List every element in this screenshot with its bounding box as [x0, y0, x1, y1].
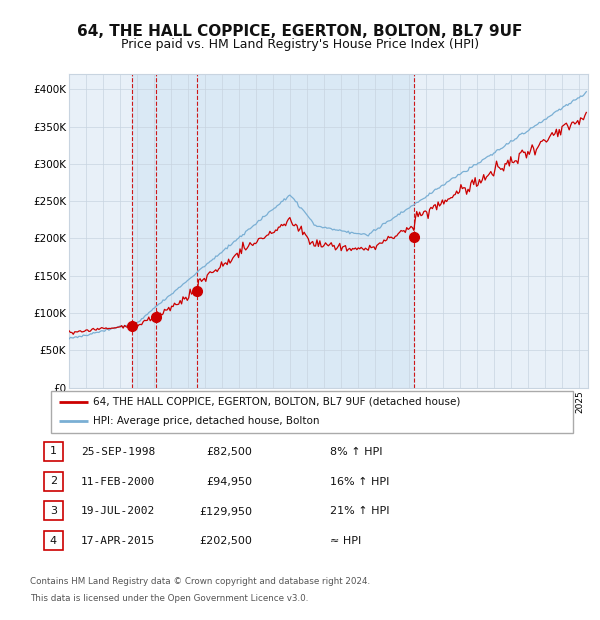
Text: 4: 4: [50, 536, 57, 546]
FancyBboxPatch shape: [51, 391, 573, 433]
Text: 8% ↑ HPI: 8% ↑ HPI: [330, 447, 383, 457]
Text: £94,950: £94,950: [206, 477, 252, 487]
Text: Price paid vs. HM Land Registry's House Price Index (HPI): Price paid vs. HM Land Registry's House …: [121, 38, 479, 51]
Bar: [156, 74, 197, 388]
FancyBboxPatch shape: [44, 442, 62, 461]
Text: 11-FEB-2000: 11-FEB-2000: [81, 477, 155, 487]
Text: 17-APR-2015: 17-APR-2015: [81, 536, 155, 546]
Text: 16% ↑ HPI: 16% ↑ HPI: [330, 477, 389, 487]
FancyBboxPatch shape: [44, 502, 62, 520]
Bar: [197, 74, 414, 388]
FancyBboxPatch shape: [44, 531, 62, 550]
Text: ≈ HPI: ≈ HPI: [330, 536, 361, 546]
FancyBboxPatch shape: [44, 472, 62, 490]
Text: 1: 1: [0, 619, 1, 620]
Text: £202,500: £202,500: [199, 536, 252, 546]
Text: 19-JUL-2002: 19-JUL-2002: [81, 507, 155, 516]
Text: £129,950: £129,950: [199, 507, 252, 516]
Text: £82,500: £82,500: [206, 447, 252, 457]
Text: 2: 2: [0, 619, 1, 620]
Bar: [133, 74, 156, 388]
Text: HPI: Average price, detached house, Bolton: HPI: Average price, detached house, Bolt…: [93, 417, 319, 427]
Text: 64, THE HALL COPPICE, EGERTON, BOLTON, BL7 9UF (detached house): 64, THE HALL COPPICE, EGERTON, BOLTON, B…: [93, 397, 460, 407]
Text: 1: 1: [50, 446, 57, 456]
Text: This data is licensed under the Open Government Licence v3.0.: This data is licensed under the Open Gov…: [30, 593, 308, 603]
Text: Contains HM Land Registry data © Crown copyright and database right 2024.: Contains HM Land Registry data © Crown c…: [30, 577, 370, 586]
Text: 64, THE HALL COPPICE, EGERTON, BOLTON, BL7 9UF: 64, THE HALL COPPICE, EGERTON, BOLTON, B…: [77, 24, 523, 38]
Text: 21% ↑ HPI: 21% ↑ HPI: [330, 507, 389, 516]
Text: 4: 4: [0, 619, 1, 620]
Text: 3: 3: [0, 619, 1, 620]
Text: 3: 3: [50, 506, 57, 516]
Text: 2: 2: [50, 476, 57, 486]
Text: 25-SEP-1998: 25-SEP-1998: [81, 447, 155, 457]
